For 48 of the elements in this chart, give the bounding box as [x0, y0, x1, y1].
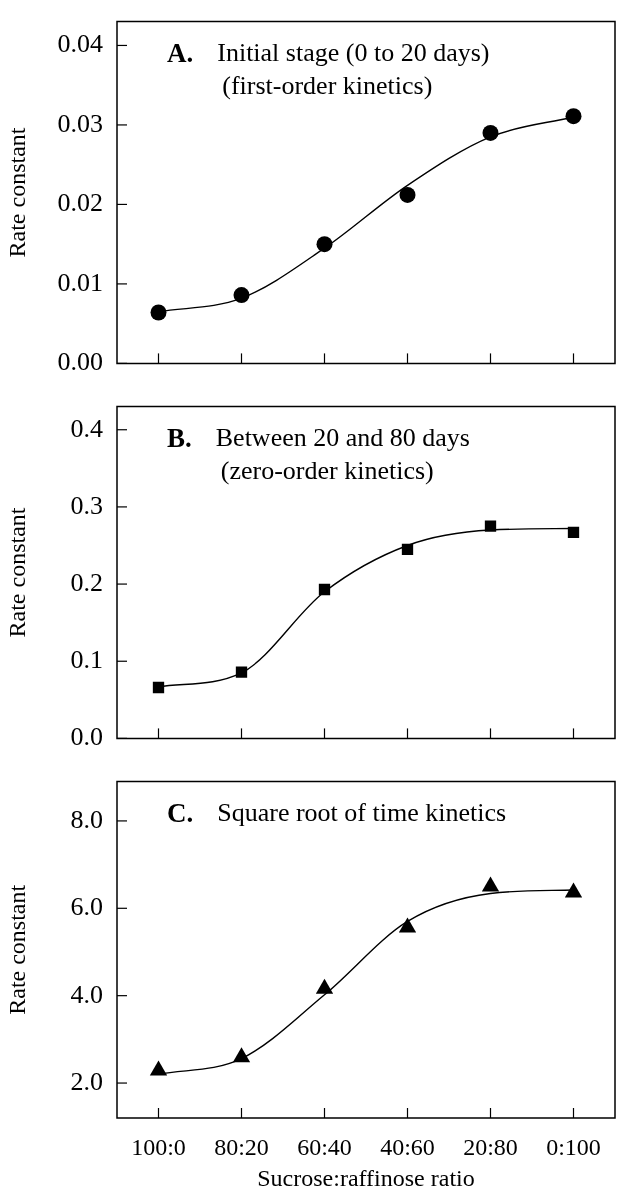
point — [398, 917, 417, 933]
x-tick-label: 60:40 — [297, 1133, 352, 1160]
y-tick-label: 8.0 — [70, 804, 103, 834]
point — [152, 681, 165, 694]
point — [315, 978, 334, 994]
y-tick-label: 0.0 — [70, 722, 103, 752]
point — [232, 1047, 251, 1063]
point — [149, 1060, 168, 1076]
y-tick-label: 2.0 — [70, 1066, 103, 1096]
point — [399, 186, 416, 203]
y-tick-label: 4.0 — [70, 979, 103, 1009]
x-axis-title: Sucrose:raffinose ratio — [257, 1164, 475, 1191]
x-tick-label: 40:60 — [380, 1133, 435, 1160]
text: B. — [167, 422, 192, 453]
point — [233, 287, 250, 304]
point — [481, 876, 500, 892]
point — [565, 108, 582, 125]
y-tick-label: 0.02 — [57, 188, 103, 218]
y-axis-title: Rate constant — [3, 884, 30, 1015]
point — [401, 543, 414, 556]
y-axis-title: Rate constant — [3, 507, 30, 638]
y-tick-label: 0.4 — [70, 413, 103, 443]
y-tick-label: 0.01 — [57, 267, 103, 297]
point — [567, 526, 580, 539]
point — [150, 304, 167, 321]
text: Initial stage (0 to 20 days) (first-order kinetics) — [217, 38, 490, 101]
x-tick-label: 0:100 — [546, 1133, 601, 1160]
point — [235, 666, 248, 678]
x-tick-label: 20:80 — [463, 1133, 518, 1160]
y-tick-label: 0.03 — [57, 108, 103, 138]
y-axis-title: Rate constant — [3, 127, 30, 258]
x-tick-label: 80:20 — [214, 1133, 269, 1160]
point — [564, 882, 583, 898]
text: Square root of time kinetics — [217, 798, 507, 828]
y-tick-label: 0.2 — [70, 567, 103, 597]
y-tick-label: 0.00 — [57, 347, 103, 377]
point — [318, 583, 331, 596]
text: C. — [167, 797, 194, 828]
text: Between 20 and 80 days (zero-order kinetics) — [215, 423, 470, 486]
y-tick-label: 0.3 — [70, 490, 103, 520]
x-tick-label: 100:0 — [131, 1133, 186, 1160]
y-tick-label: 6.0 — [70, 892, 103, 922]
point — [482, 124, 499, 141]
y-tick-label: 0.1 — [70, 645, 103, 675]
y-tick-label: 0.04 — [57, 29, 103, 59]
point — [484, 520, 497, 532]
text: A. — [167, 37, 194, 68]
point — [316, 236, 333, 253]
